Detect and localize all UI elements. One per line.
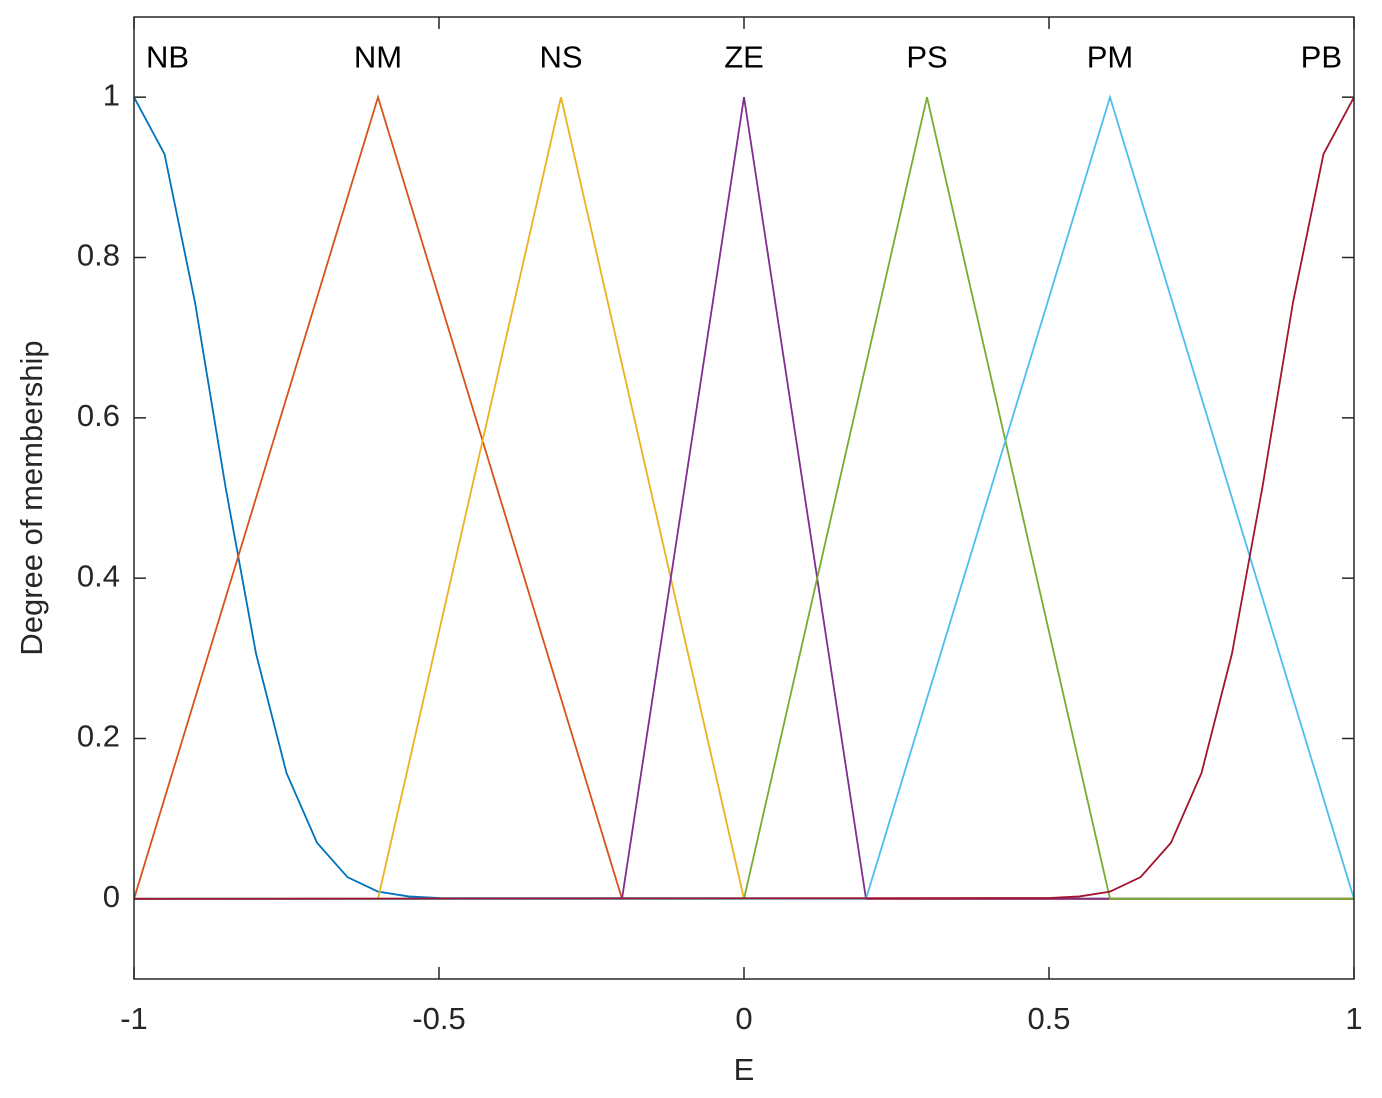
series-line [134, 97, 1354, 900]
series-label: PM [1087, 39, 1134, 74]
x-tick-label: -0.5 [412, 1001, 465, 1036]
y-tick-label: 0.8 [77, 238, 120, 273]
x-tick-label: 0 [735, 1001, 752, 1036]
series-line [133, 94, 1354, 900]
plot-frame [133, 16, 1355, 980]
series-line [133, 96, 1355, 900]
series-label: ZE [724, 39, 764, 74]
series-label: NB [146, 39, 189, 74]
series-line [134, 94, 1355, 900]
x-axis-label: E [734, 1052, 755, 1087]
series-label: PS [906, 39, 947, 74]
y-tick-label: 0.4 [77, 558, 120, 593]
series-label: NM [354, 39, 402, 74]
series-line [133, 96, 1355, 900]
series-line [134, 96, 1354, 900]
y-tick-label: 1 [103, 77, 120, 112]
y-tick-label: 0 [103, 879, 120, 914]
series-line [134, 96, 1354, 900]
series-label: PB [1301, 39, 1342, 74]
series-label: NS [539, 39, 582, 74]
x-tick-label: 0.5 [1027, 1001, 1070, 1036]
y-tick-label: 0.6 [77, 398, 120, 433]
y-tick-label: 0.2 [77, 719, 120, 754]
y-axis-label: Degree of membership [14, 340, 49, 655]
x-tick-label: -1 [120, 1001, 148, 1036]
x-tick-label: 1 [1345, 1001, 1362, 1036]
